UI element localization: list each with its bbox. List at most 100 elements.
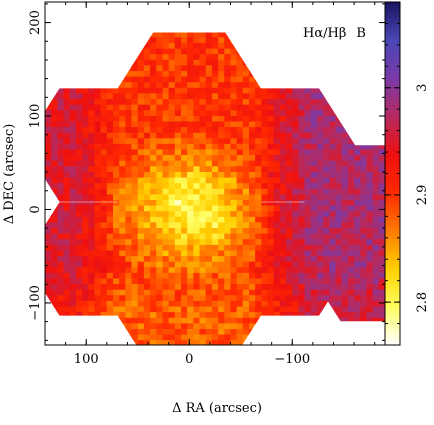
map-cell bbox=[193, 3, 200, 9]
map-cell bbox=[218, 260, 226, 268]
map-cell bbox=[156, 9, 163, 15]
map-cell bbox=[249, 221, 256, 228]
map-cell bbox=[150, 176, 158, 184]
map-cell bbox=[267, 103, 275, 111]
map-cell bbox=[57, 317, 65, 324]
map-cell bbox=[63, 277, 71, 285]
map-cell bbox=[150, 47, 158, 55]
map-cell bbox=[193, 109, 201, 116]
map-cell bbox=[143, 238, 151, 245]
map-cell bbox=[156, 216, 164, 223]
map-cell bbox=[205, 171, 213, 178]
map-cell bbox=[150, 193, 158, 200]
map-cell bbox=[273, 322, 281, 329]
map-cell bbox=[236, 42, 244, 49]
map-cell bbox=[125, 221, 133, 228]
map-cell bbox=[174, 131, 182, 139]
map-cell bbox=[88, 87, 96, 94]
map-cell bbox=[82, 300, 90, 307]
map-cell bbox=[255, 283, 263, 290]
map-cell bbox=[162, 109, 170, 116]
map-cell bbox=[199, 244, 207, 251]
map-cell bbox=[106, 143, 114, 150]
map-cell bbox=[143, 288, 151, 296]
map-cell bbox=[366, 328, 374, 335]
map-cell bbox=[143, 193, 151, 200]
map-cell bbox=[335, 59, 343, 66]
map-cell bbox=[341, 221, 349, 228]
map-cell bbox=[205, 305, 213, 313]
map-cell bbox=[45, 47, 52, 55]
map-cell bbox=[231, 20, 238, 26]
map-cell bbox=[75, 165, 83, 172]
map-cell bbox=[323, 47, 331, 55]
map-cell bbox=[310, 238, 318, 245]
map-cell bbox=[298, 283, 306, 290]
map-cell bbox=[162, 98, 170, 105]
map-cell bbox=[125, 283, 133, 290]
map-cell bbox=[286, 266, 294, 273]
map-cell bbox=[267, 221, 275, 228]
map-cell bbox=[230, 339, 238, 345]
map-cell bbox=[230, 300, 238, 307]
map-cell bbox=[378, 260, 385, 268]
map-cell bbox=[199, 53, 207, 60]
map-cell bbox=[125, 255, 133, 262]
map-cell bbox=[119, 98, 127, 105]
map-cell bbox=[298, 171, 306, 178]
map-cell bbox=[163, 9, 170, 15]
map-cell bbox=[249, 171, 256, 178]
map-cell bbox=[199, 176, 207, 184]
map-cell bbox=[218, 20, 225, 26]
map-cell bbox=[329, 317, 337, 324]
map-cell bbox=[218, 59, 226, 66]
map-cell bbox=[187, 92, 195, 100]
map-cell bbox=[88, 159, 96, 167]
map-cell bbox=[279, 159, 287, 167]
map-cell bbox=[292, 249, 300, 257]
map-cell bbox=[279, 98, 287, 105]
map-cell bbox=[261, 109, 269, 116]
map-cell bbox=[255, 238, 263, 245]
map-cell bbox=[372, 87, 380, 94]
map-cell bbox=[249, 36, 256, 43]
map-cell bbox=[218, 32, 226, 38]
map-cell bbox=[317, 154, 324, 161]
map-cell bbox=[347, 311, 355, 318]
map-cell bbox=[323, 64, 331, 71]
map-cell bbox=[304, 103, 312, 111]
map-cell bbox=[113, 59, 120, 66]
map-cell bbox=[75, 249, 83, 257]
map-cell bbox=[279, 249, 287, 257]
map-cell bbox=[156, 238, 164, 245]
map-cell bbox=[113, 115, 120, 122]
map-cell bbox=[292, 70, 300, 77]
map-cell bbox=[106, 165, 114, 172]
map-cell bbox=[224, 137, 232, 144]
map-cell bbox=[143, 283, 151, 290]
map-cell bbox=[366, 294, 374, 301]
map-cell bbox=[211, 47, 219, 55]
map-cell bbox=[249, 143, 256, 150]
map-cell bbox=[378, 317, 385, 324]
map-cell bbox=[304, 288, 312, 296]
map-cell bbox=[323, 255, 331, 262]
map-cell bbox=[236, 188, 244, 195]
map-cell bbox=[131, 36, 139, 43]
map-cell bbox=[317, 75, 324, 83]
map-cell bbox=[317, 182, 324, 189]
map-cell bbox=[317, 165, 324, 172]
map-cell bbox=[329, 64, 337, 71]
map-cell bbox=[329, 171, 337, 178]
map-cell bbox=[51, 47, 59, 55]
map-cell bbox=[181, 25, 188, 31]
map-cell bbox=[137, 115, 145, 122]
map-cell bbox=[360, 232, 368, 240]
map-cell bbox=[106, 300, 114, 307]
map-cell bbox=[193, 182, 201, 189]
map-cell bbox=[267, 333, 275, 341]
map-cell bbox=[137, 81, 145, 88]
map-cell bbox=[113, 87, 120, 94]
map-cell bbox=[230, 305, 238, 313]
map-cell bbox=[267, 87, 275, 94]
